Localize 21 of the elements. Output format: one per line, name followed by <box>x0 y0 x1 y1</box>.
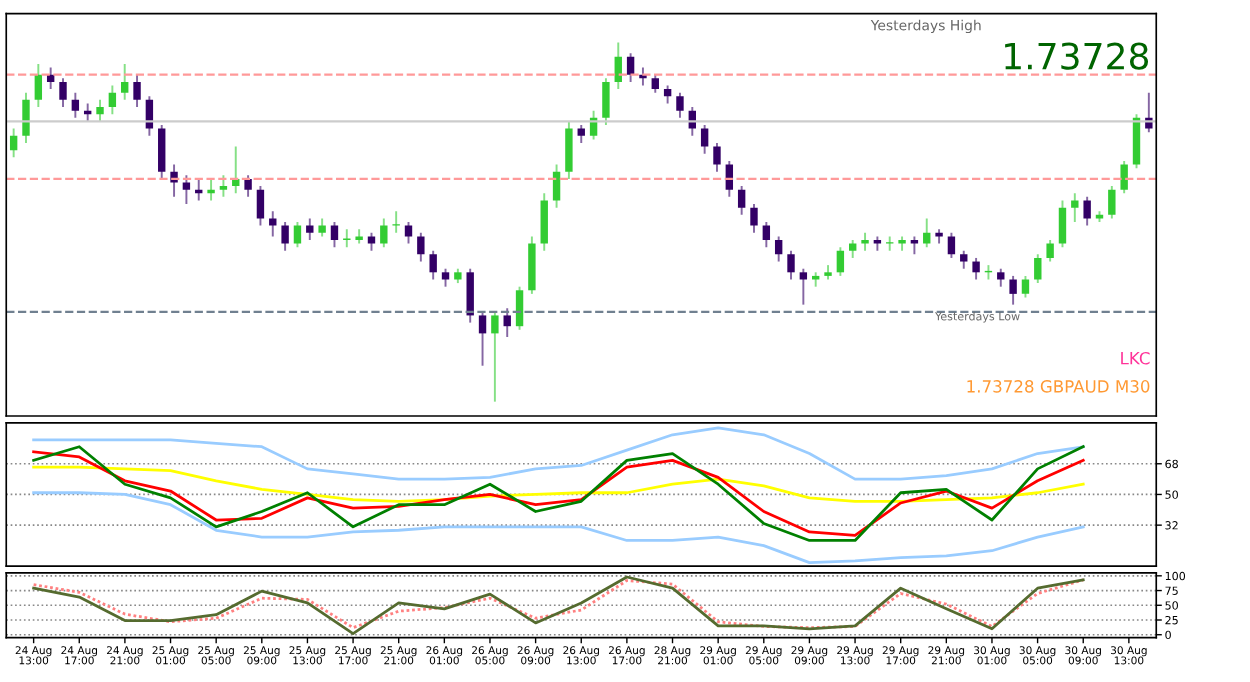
candlestick <box>873 235 882 252</box>
annotation: LKC <box>1121 351 1150 365</box>
candlestick <box>663 84 672 105</box>
candlestick <box>849 239 857 259</box>
candlestick <box>318 217 326 238</box>
candlestick <box>886 235 894 252</box>
annotation: 1.73728 <box>1005 42 1149 70</box>
candlestick <box>910 235 919 256</box>
candlestick <box>960 249 968 270</box>
candlestick <box>454 267 462 285</box>
annotation: 1.73728 GBPAUD M30 <box>967 380 1150 393</box>
candlestick <box>651 73 659 94</box>
candlestick <box>824 264 832 281</box>
candlestick <box>577 124 585 144</box>
line-series <box>32 491 1085 565</box>
candlestick <box>997 267 1005 288</box>
candlestick <box>898 235 906 252</box>
line-series <box>32 426 1085 481</box>
candlestick <box>861 231 869 252</box>
line-series <box>32 465 1085 503</box>
candlestick <box>355 228 363 245</box>
